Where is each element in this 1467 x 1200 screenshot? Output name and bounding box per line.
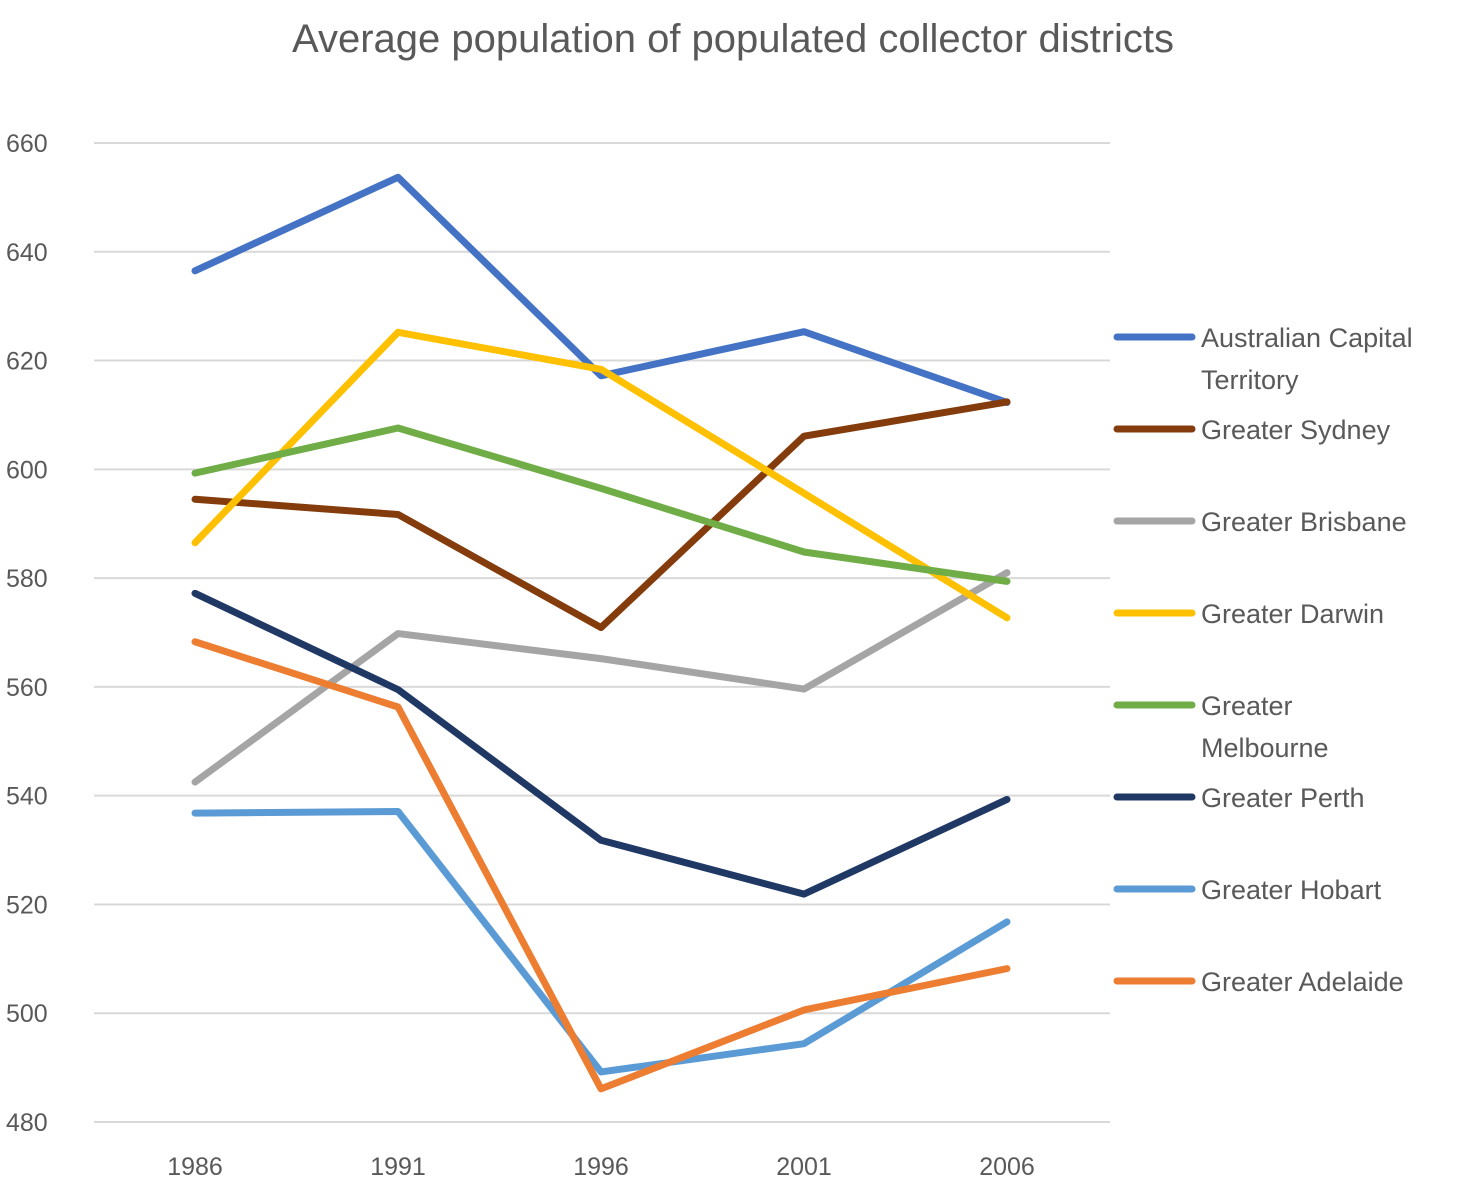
y-tick-label: 540	[6, 783, 48, 811]
legend-label: Greater Perth	[1201, 783, 1365, 813]
y-tick-label: 620	[6, 348, 48, 376]
legend-item: Greater Brisbane	[1113, 507, 1407, 537]
series-lines	[191, 173, 1011, 1093]
chart-title: Average population of populated collecto…	[292, 17, 1174, 61]
legend-label: Greater Sydney	[1201, 415, 1391, 445]
series-line-greater-perth	[191, 589, 1011, 898]
legend-item: Australian Capital Territory	[1113, 323, 1413, 395]
y-tick-label: 500	[6, 1000, 48, 1028]
x-tick-label: 1991	[370, 1153, 426, 1181]
y-tick-label: 580	[6, 565, 48, 593]
y-axis-ticks: 480 500 520 540 560 580 600 620 640 660	[6, 130, 48, 1137]
legend-item: Greater Perth	[1113, 783, 1365, 813]
legend-item: Greater Adelaide	[1113, 967, 1404, 997]
legend-label: Greater	[1201, 691, 1293, 721]
legend-item: Greater Darwin	[1113, 599, 1384, 629]
series-line-greater-adelaide	[191, 638, 1011, 1093]
series-line-australian-capital-territory	[191, 173, 1011, 406]
legend-item: Greater Sydney	[1113, 415, 1391, 445]
x-tick-label: 2001	[776, 1153, 832, 1181]
series-line-greater-hobart	[191, 807, 1011, 1076]
series-line-greater-melbourne	[191, 424, 1011, 585]
y-tick-label: 660	[6, 130, 48, 158]
legend-label: Australian Capital	[1201, 323, 1413, 353]
legend-label: Greater Adelaide	[1201, 967, 1404, 997]
series-line-greater-darwin	[191, 328, 1011, 622]
legend-label: Greater Brisbane	[1201, 507, 1407, 537]
legend-item: Greater Melbourne	[1113, 691, 1329, 763]
x-tick-label: 1986	[167, 1153, 223, 1181]
y-tick-label: 520	[6, 891, 48, 919]
x-tick-label: 1996	[573, 1153, 629, 1181]
y-tick-label: 480	[6, 1109, 48, 1137]
x-axis-ticks: 1986 1991 1996 2001 2006	[167, 1153, 1035, 1181]
legend: Australian Capital Territory Greater Sydne…	[1113, 323, 1413, 997]
legend-item: Greater Hobart	[1113, 875, 1382, 905]
legend-label: Greater Hobart	[1201, 875, 1382, 905]
legend-label: Territory	[1201, 365, 1299, 395]
y-tick-label: 560	[6, 674, 48, 702]
y-tick-label: 600	[6, 456, 48, 484]
legend-label: Melbourne	[1201, 733, 1329, 763]
x-tick-label: 2006	[979, 1153, 1035, 1181]
series-line-greater-sydney	[191, 398, 1011, 632]
legend-label: Greater Darwin	[1201, 599, 1384, 629]
y-tick-label: 640	[6, 239, 48, 267]
